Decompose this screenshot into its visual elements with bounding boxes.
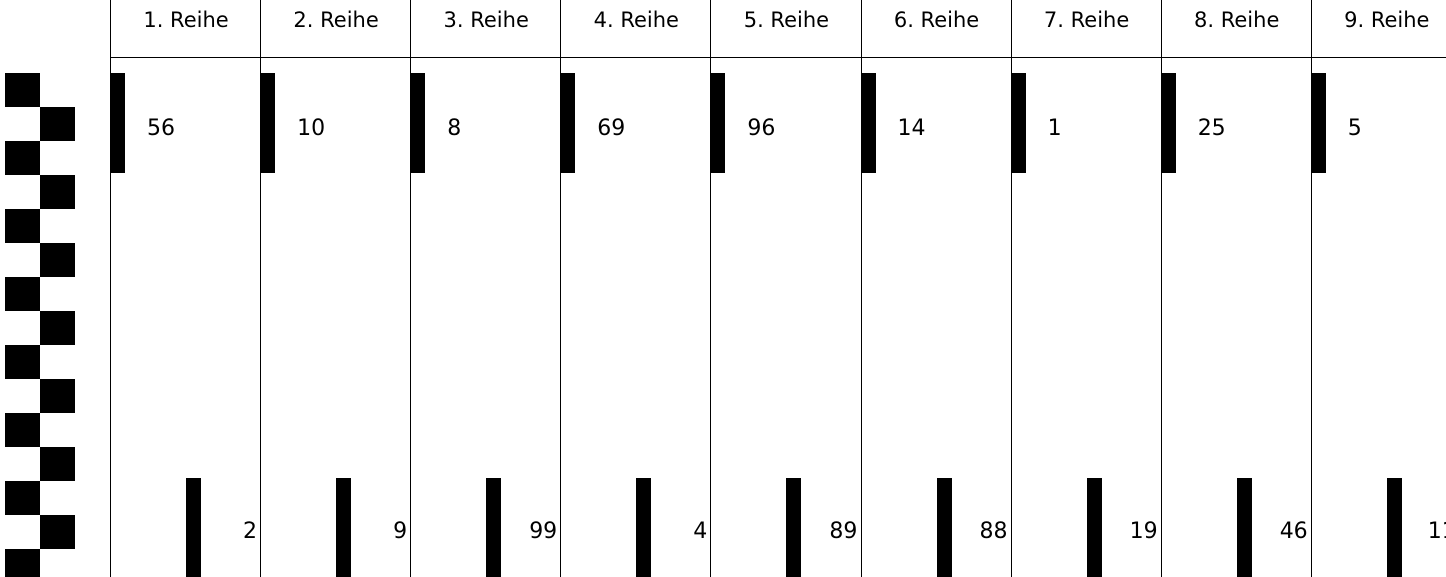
checker-square <box>40 175 75 209</box>
top-bar <box>411 73 426 173</box>
column-header: 6. Reihe <box>893 8 980 32</box>
header-divider <box>411 57 562 58</box>
top-number: 56 <box>147 116 175 141</box>
bottom-bar <box>186 478 201 577</box>
header-divider <box>711 57 862 58</box>
top-bar <box>1011 73 1026 173</box>
bottom-bar <box>486 478 502 577</box>
row-column: 7. Reihe 1 19 <box>1010 0 1162 577</box>
column-header: 4. Reihe <box>593 8 679 32</box>
checker-square <box>5 141 40 175</box>
checker-square <box>40 243 75 277</box>
bottom-bar <box>1386 478 1402 577</box>
bottom-bar <box>1086 478 1102 577</box>
header-divider <box>1311 57 1446 58</box>
top-number: 25 <box>1197 116 1226 141</box>
bottom-bar <box>786 478 802 577</box>
top-bar <box>111 73 125 173</box>
bottom-number: 11 <box>1427 519 1446 544</box>
checker-square <box>40 311 75 345</box>
checker-square <box>5 277 40 311</box>
bottom-number: 89 <box>829 519 858 544</box>
bottom-bar <box>936 478 952 577</box>
checker-square <box>5 481 40 515</box>
header-divider <box>111 57 261 58</box>
checker-square <box>40 107 75 141</box>
checker-square <box>40 515 75 549</box>
bottom-number: 46 <box>1279 519 1308 544</box>
checker-square <box>5 209 40 243</box>
row-column: 5. Reihe 96 89 <box>710 0 862 577</box>
top-number: 69 <box>597 116 626 141</box>
header-divider <box>261 57 412 58</box>
header-divider <box>1161 57 1312 58</box>
header-divider <box>561 57 712 58</box>
row-column: 2. Reihe 10 9 <box>260 0 412 577</box>
checker-square <box>40 379 75 413</box>
bottom-number: 9 <box>393 519 408 544</box>
top-bar <box>1161 73 1176 173</box>
row-column: 3. Reihe 8 99 <box>410 0 562 577</box>
bottom-bar <box>636 478 652 577</box>
bottom-bar <box>1236 478 1252 577</box>
bottom-number: 2 <box>243 519 257 544</box>
bottom-number: 19 <box>1129 519 1158 544</box>
checker-square <box>5 345 40 379</box>
row-column: 1. Reihe 56 2 <box>110 0 261 577</box>
header-divider <box>861 57 1012 58</box>
column-header: 3. Reihe <box>443 8 529 32</box>
checker-square <box>40 447 75 481</box>
top-number: 5 <box>1347 116 1362 141</box>
top-number: 1 <box>1047 116 1062 141</box>
column-header: 8. Reihe <box>1194 8 1280 32</box>
checker-square <box>5 413 40 447</box>
row-column: 4. Reihe 69 4 <box>560 0 712 577</box>
top-number: 8 <box>447 116 462 141</box>
top-bar <box>711 73 726 173</box>
column-header: 9. Reihe <box>1344 8 1430 32</box>
top-number: 14 <box>897 116 926 141</box>
header-divider <box>1011 57 1162 58</box>
top-number: 96 <box>747 116 776 141</box>
bottom-number: 4 <box>693 519 708 544</box>
column-header: 7. Reihe <box>1043 8 1130 32</box>
top-bar <box>561 73 576 173</box>
bottom-bar <box>336 478 352 577</box>
top-bar <box>261 73 276 173</box>
checker-square <box>5 549 40 577</box>
bottom-number: 88 <box>979 519 1008 544</box>
bottom-number: 99 <box>529 519 558 544</box>
column-header: 2. Reihe <box>293 8 379 32</box>
column-header: 1. Reihe <box>143 8 229 32</box>
checker-square <box>5 73 40 107</box>
row-column: 6. Reihe 14 88 <box>860 0 1012 577</box>
top-number: 10 <box>297 116 326 141</box>
row-column: 9. Reihe 5 11 <box>1310 0 1446 577</box>
row-column: 8. Reihe 25 46 <box>1160 0 1312 577</box>
column-header: 5. Reihe <box>743 8 830 32</box>
top-bar <box>861 73 876 173</box>
top-bar <box>1311 73 1326 173</box>
